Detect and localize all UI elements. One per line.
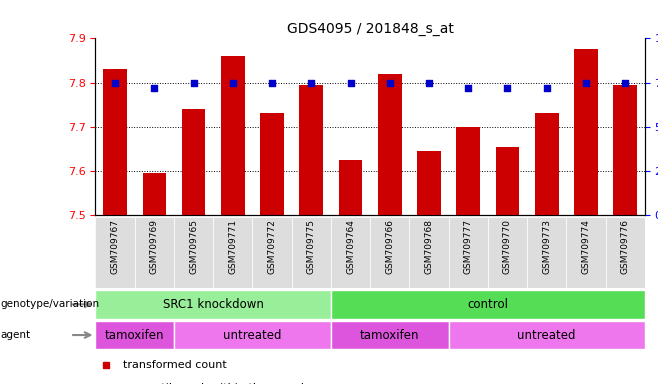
Bar (299, 85, 323, 215)
Bar (339, 160, 363, 215)
Bar (182, 109, 205, 215)
Text: percentile rank within the sample: percentile rank within the sample (123, 383, 311, 384)
Text: GSM709767: GSM709767 (111, 219, 120, 274)
Point (188, 79, 199, 86)
Bar (143, 173, 166, 215)
Bar (221, 56, 245, 215)
Text: transformed count: transformed count (123, 360, 226, 370)
Text: GSM709768: GSM709768 (424, 219, 434, 274)
Bar (103, 70, 127, 215)
Bar (574, 50, 597, 215)
FancyBboxPatch shape (95, 321, 174, 349)
FancyBboxPatch shape (567, 217, 605, 288)
FancyBboxPatch shape (291, 217, 331, 288)
Bar (613, 85, 637, 215)
FancyBboxPatch shape (213, 217, 253, 288)
Point (502, 85, 513, 91)
Point (149, 85, 159, 91)
Bar (457, 127, 480, 215)
Point (384, 79, 395, 86)
Text: agent: agent (0, 330, 30, 340)
Point (620, 79, 630, 86)
Title: GDS4095 / 201848_s_at: GDS4095 / 201848_s_at (287, 22, 453, 36)
Text: GSM709769: GSM709769 (150, 219, 159, 274)
FancyBboxPatch shape (174, 321, 331, 349)
Point (266, 79, 277, 86)
FancyBboxPatch shape (135, 217, 174, 288)
FancyBboxPatch shape (331, 321, 449, 349)
FancyBboxPatch shape (174, 217, 213, 288)
Text: GSM709775: GSM709775 (307, 219, 316, 274)
Bar (535, 113, 559, 215)
FancyBboxPatch shape (527, 217, 567, 288)
Point (110, 79, 120, 86)
Text: GSM709774: GSM709774 (582, 219, 590, 274)
Text: GSM709765: GSM709765 (189, 219, 198, 274)
Point (345, 79, 356, 86)
FancyBboxPatch shape (449, 217, 488, 288)
Text: GSM709764: GSM709764 (346, 219, 355, 274)
Text: untreated: untreated (223, 329, 282, 341)
Text: SRC1 knockdown: SRC1 knockdown (163, 298, 264, 311)
FancyBboxPatch shape (95, 217, 135, 288)
FancyBboxPatch shape (331, 290, 645, 319)
Text: GSM709777: GSM709777 (464, 219, 472, 274)
Text: GSM709766: GSM709766 (385, 219, 394, 274)
Text: GSM709776: GSM709776 (620, 219, 630, 274)
FancyBboxPatch shape (331, 217, 370, 288)
FancyBboxPatch shape (95, 290, 331, 319)
FancyBboxPatch shape (253, 217, 291, 288)
Text: genotype/variation: genotype/variation (0, 299, 99, 310)
Text: GSM709772: GSM709772 (268, 219, 276, 274)
Point (306, 79, 316, 86)
Point (581, 79, 592, 86)
FancyBboxPatch shape (370, 217, 409, 288)
Text: tamoxifen: tamoxifen (360, 329, 420, 341)
FancyBboxPatch shape (409, 217, 449, 288)
FancyBboxPatch shape (488, 217, 527, 288)
FancyBboxPatch shape (605, 217, 645, 288)
Bar (417, 151, 441, 215)
Point (228, 79, 238, 86)
Text: untreated: untreated (517, 329, 576, 341)
Bar (495, 147, 519, 215)
Text: tamoxifen: tamoxifen (105, 329, 164, 341)
Point (463, 85, 474, 91)
Text: GSM709770: GSM709770 (503, 219, 512, 274)
Text: GSM709773: GSM709773 (542, 219, 551, 274)
Point (424, 79, 434, 86)
FancyBboxPatch shape (449, 321, 645, 349)
Bar (261, 113, 284, 215)
Point (542, 85, 552, 91)
Text: control: control (467, 298, 509, 311)
Text: GSM709771: GSM709771 (228, 219, 238, 274)
Bar (378, 74, 401, 215)
